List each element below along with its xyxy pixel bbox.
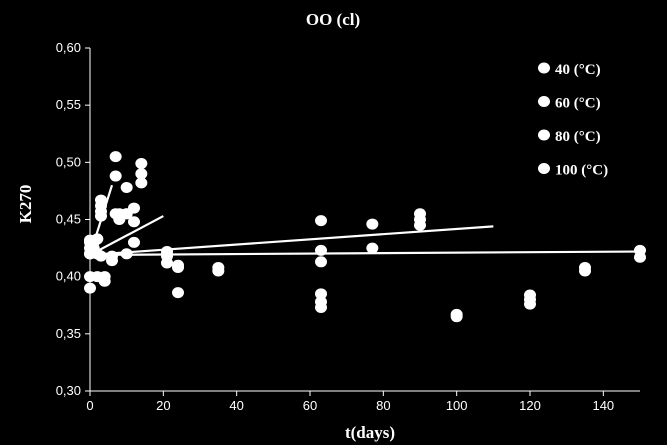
trend-line <box>89 225 494 257</box>
legend-label: 100 (°C) <box>555 163 608 179</box>
data-point <box>450 311 463 323</box>
legend-marker <box>538 129 550 141</box>
data-point <box>315 302 327 314</box>
trend-line <box>89 250 641 257</box>
data-point <box>366 242 379 254</box>
y-axis-label: K270 <box>16 185 35 224</box>
data-point <box>135 168 148 180</box>
x-tick-label: 120 <box>519 398 541 413</box>
data-point <box>109 151 122 163</box>
x-tick-label: 100 <box>446 398 468 413</box>
data-point <box>109 170 122 182</box>
x-tick-label: 0 <box>86 398 93 413</box>
data-point <box>120 248 133 260</box>
data-point <box>95 210 107 222</box>
legend-marker <box>538 163 550 174</box>
data-point <box>135 157 148 169</box>
data-point <box>212 265 225 277</box>
x-axis-label: t(days) <box>345 423 395 442</box>
data-point <box>106 255 118 267</box>
y-tick-label: 0,40 <box>56 269 81 284</box>
data-point <box>128 216 140 228</box>
data-point <box>172 287 184 299</box>
y-tick-label: 0,60 <box>56 40 81 55</box>
trend-line <box>89 215 164 256</box>
x-tick-label: 80 <box>376 398 390 413</box>
y-tick-label: 0,30 <box>56 383 81 398</box>
y-tick-label: 0,55 <box>56 97 81 112</box>
y-tick-label: 0,35 <box>56 326 81 341</box>
data-point <box>414 219 426 231</box>
data-point <box>366 218 379 230</box>
legend-marker <box>538 96 550 107</box>
y-tick-label: 0,50 <box>56 154 81 169</box>
x-tick-label: 60 <box>303 398 317 413</box>
data-point <box>135 177 148 189</box>
legend: 40 (°C) 60 (°C) 80 (°C) 100 (°C) <box>538 62 608 179</box>
data-point <box>84 248 96 260</box>
data-point <box>524 298 536 310</box>
chart-title: OO (cl) <box>306 10 360 29</box>
x-tick-label: 20 <box>156 398 170 413</box>
y-tick-label: 0,45 <box>56 212 81 227</box>
data-point <box>172 259 184 271</box>
legend-label: 80 (°C) <box>555 129 601 145</box>
data-point <box>98 275 111 287</box>
data-point <box>120 208 133 220</box>
plot-axes: 0 20 40 60 80 100 120 140 0,30 0,35 0,40 0,45 0,50 0,… <box>56 40 640 413</box>
data-point <box>84 282 96 294</box>
data-point <box>87 236 100 248</box>
data-point <box>128 236 140 248</box>
data-point <box>315 244 327 256</box>
data-point <box>120 181 133 193</box>
fit-lines <box>88 184 641 257</box>
data-point <box>161 250 173 262</box>
x-tick-label: 40 <box>229 398 243 413</box>
data-point <box>634 251 646 263</box>
legend-label: 60 (°C) <box>555 96 601 112</box>
data-points <box>84 151 646 323</box>
legend-label: 40 (°C) <box>555 62 601 78</box>
data-point <box>315 215 327 227</box>
data-point <box>315 256 327 268</box>
data-point <box>109 208 122 220</box>
x-tick-label: 140 <box>592 398 614 413</box>
legend-marker <box>538 62 550 74</box>
data-point <box>315 288 327 300</box>
data-point <box>579 265 591 277</box>
